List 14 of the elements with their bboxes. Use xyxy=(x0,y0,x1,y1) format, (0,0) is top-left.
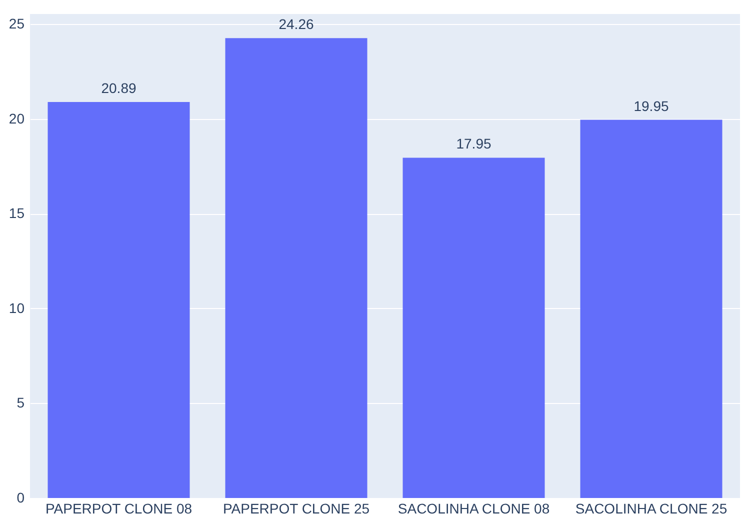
x-tick-label: SACOLINHA CLONE 08 xyxy=(398,500,550,516)
data-label: 19.95 xyxy=(634,98,669,114)
data-label: 24.26 xyxy=(278,16,314,32)
data-label: 20.89 xyxy=(101,80,136,96)
y-tick-label: 15 xyxy=(8,205,25,222)
y-tick-label: 20 xyxy=(8,110,25,126)
x-tick-label: PAPERPOT CLONE 25 xyxy=(222,500,370,516)
y-tick-label: 0 xyxy=(16,490,25,506)
x-tick-label: SACOLINHA CLONE 25 xyxy=(575,500,728,516)
data-label: 17.95 xyxy=(456,136,492,152)
y-tick-label: 5 xyxy=(16,394,25,411)
y-tick-label: 10 xyxy=(8,300,25,316)
x-tick-label: PAPERPOT CLONE 08 xyxy=(45,500,192,516)
y-tick-label: 25 xyxy=(8,16,25,32)
